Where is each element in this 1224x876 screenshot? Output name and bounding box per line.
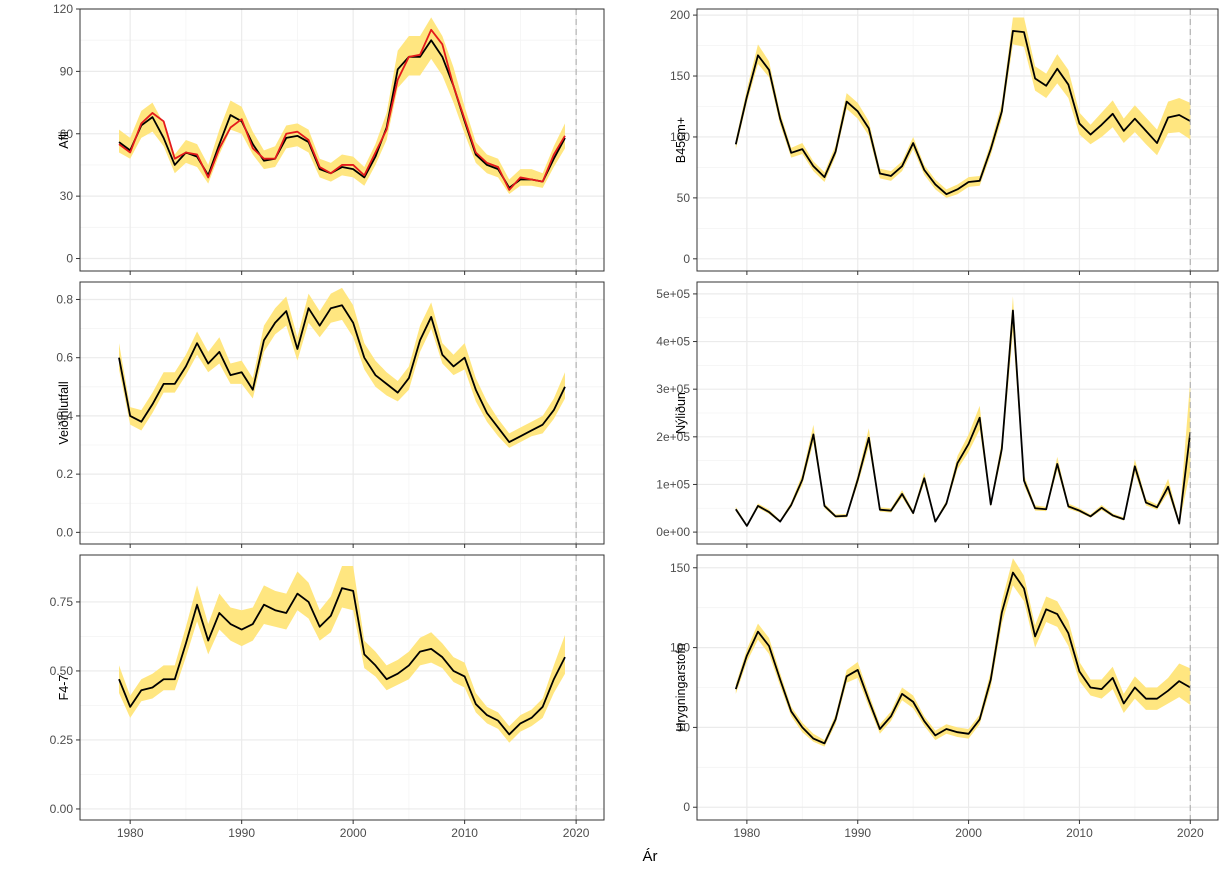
panel-5: 0.00 0.25 0.50 0.75 1980 1990 2000 2010 2020 F4-7	[50, 554, 605, 840]
y-axis-label: F4-7	[57, 675, 71, 701]
y-tick-label: 0.8	[56, 292, 73, 306]
y-tick-label: 100	[670, 641, 690, 655]
panel-background	[697, 9, 1218, 271]
y-axis-label: Afli	[57, 131, 71, 148]
y-tick-label: 0.00	[50, 802, 74, 816]
panel-6: 0 50 100 150 1980 1990 2000 2010 2020 Hrygningars…	[670, 554, 1219, 840]
y-tick-label: 0.25	[50, 733, 74, 747]
y-tick-label: 4e+05	[656, 335, 690, 349]
panel-border	[79, 8, 605, 272]
x-tick-label: 1980	[734, 826, 761, 840]
x-tick-label: 2020	[1177, 826, 1204, 840]
y-axis-label: Hrygningarstofn	[674, 643, 688, 731]
x-tick-label: 2000	[340, 826, 367, 840]
x-axis-label: Ár	[643, 848, 658, 865]
panels: 0306090120Afli050100150200B45cm+0.00.20.…	[50, 2, 1219, 840]
panel-2: 0 50 100 150 200 B45cm+	[670, 8, 1219, 275]
y-tick-label: 200	[670, 8, 690, 22]
y-tick-label: 0	[683, 252, 690, 266]
y-axis-label: B45cm+	[674, 117, 688, 163]
x-tick-label: 2020	[563, 826, 590, 840]
panel-border	[696, 554, 1219, 821]
panel-1: 0 30 60 90 120 Afli	[53, 2, 605, 275]
y-tick-label: 0e+00	[656, 525, 690, 539]
x-tick-label: 1980	[117, 826, 144, 840]
x-tick-label: 1990	[844, 826, 871, 840]
series-line-estimate	[118, 304, 566, 444]
y-tick-label: 30	[60, 189, 74, 203]
y-tick-label: 1e+05	[656, 477, 690, 491]
series-line-estimate	[118, 587, 566, 736]
y-tick-label: 5e+05	[656, 287, 690, 301]
x-tick-label: 2000	[955, 826, 982, 840]
y-tick-label: 50	[677, 720, 691, 734]
panel-border	[696, 8, 1219, 272]
x-tick-label: 2010	[1066, 826, 1093, 840]
y-tick-label: 90	[60, 64, 74, 78]
y-axis-label: Veiðihlutfall	[57, 381, 71, 444]
panel-3: 0.0 0.2 0.4 0.6 0.8 Veiðihlutfall	[56, 281, 605, 548]
y-tick-label: 2e+05	[656, 430, 690, 444]
panel-border	[79, 554, 605, 821]
y-tick-label: 0.0	[56, 525, 73, 539]
y-tick-label: 150	[670, 69, 690, 83]
series-line-observed	[118, 28, 566, 191]
y-tick-label: 0	[66, 252, 73, 266]
y-tick-label: 120	[53, 2, 73, 16]
y-tick-label: 0.50	[50, 664, 74, 678]
y-tick-label: 0.6	[56, 351, 73, 365]
y-tick-label: 0.2	[56, 467, 73, 481]
y-tick-label: 50	[677, 191, 691, 205]
series-line-estimate	[735, 309, 1192, 527]
series-line-estimate	[734, 571, 1191, 745]
confidence-band	[119, 17, 565, 195]
y-tick-label: 150	[670, 561, 690, 575]
x-tick-label: 2010	[451, 826, 478, 840]
panel-background	[80, 9, 604, 271]
y-axis-label: Nýliðun	[674, 392, 688, 434]
confidence-band	[119, 287, 565, 448]
panel-4: 0e+00 1e+05 2e+05 3e+05 4e+05 5e+05 Nýliðun	[656, 281, 1219, 548]
panel-border	[79, 281, 605, 545]
y-tick-label: 3e+05	[656, 382, 690, 396]
series-line-estimate	[734, 30, 1191, 196]
panel-border	[696, 281, 1219, 545]
x-tick-label: 1990	[228, 826, 255, 840]
confidence-band	[119, 566, 565, 743]
y-tick-label: 0.4	[56, 409, 73, 423]
panel-background	[80, 282, 604, 544]
y-tick-label: 60	[60, 127, 74, 141]
y-tick-label: 0.75	[50, 595, 74, 609]
y-tick-label: 0	[683, 800, 690, 814]
y-tick-label: 100	[670, 130, 690, 144]
series-line-estimate	[118, 39, 566, 189]
